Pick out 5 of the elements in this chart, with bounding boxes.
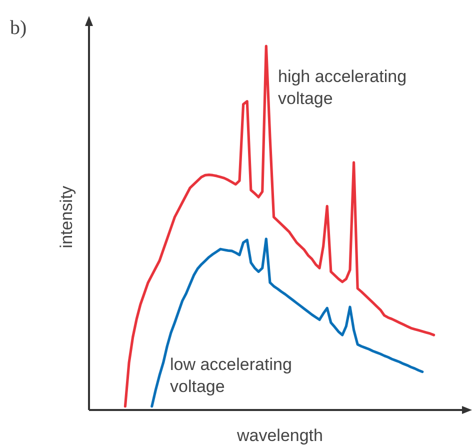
y-axis-title: intensity: [57, 185, 76, 248]
series-label: low accelerating voltage: [170, 355, 292, 396]
x-axis-title: wavelength: [236, 426, 324, 445]
text: b): [10, 17, 27, 39]
series-label: high accelerating voltage: [278, 67, 407, 108]
